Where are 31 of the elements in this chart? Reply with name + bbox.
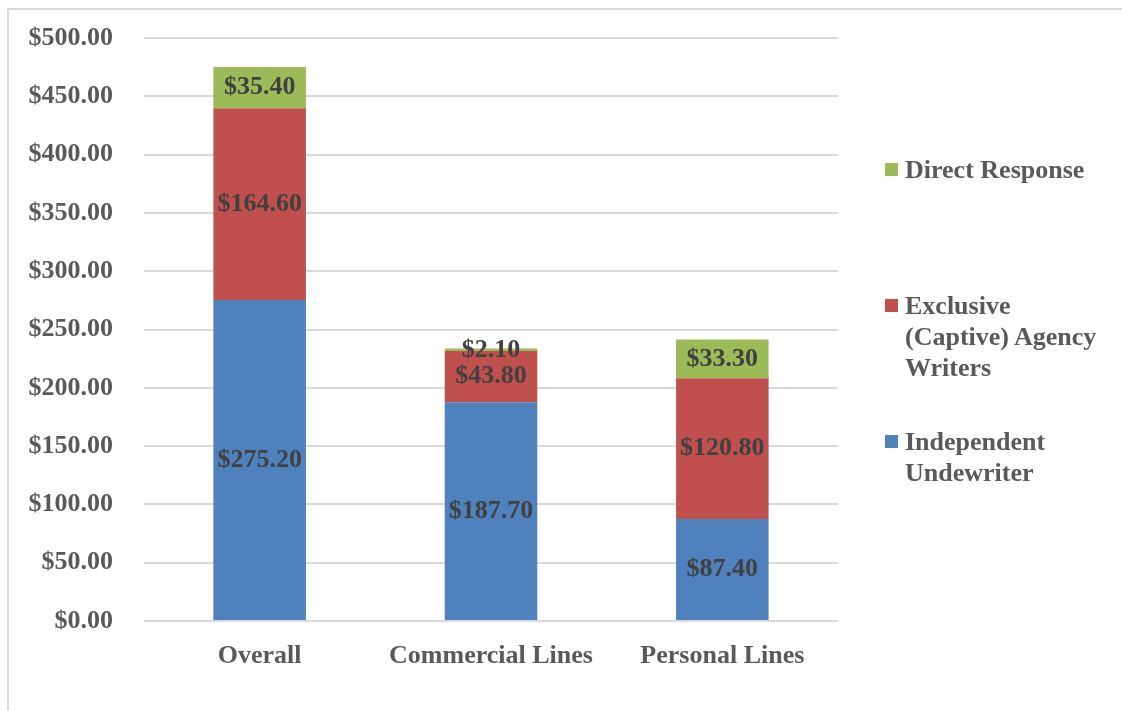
- legend-label: Exclusive (Captive) Agency Writers: [905, 290, 1098, 383]
- data-label: $120.80: [680, 432, 765, 462]
- bar: [676, 519, 769, 620]
- data-label: $43.80: [455, 360, 527, 390]
- data-label: $187.70: [448, 494, 534, 524]
- x-tick-label: Commercial Lines: [389, 640, 593, 670]
- bar: [213, 300, 306, 620]
- x-tick-label: Overall: [217, 640, 302, 670]
- y-tick-label: $500.00: [28, 21, 113, 51]
- data-label: $2.10: [461, 333, 521, 363]
- bar: [213, 108, 306, 301]
- data-label: $87.40: [686, 553, 759, 583]
- bar: [676, 378, 769, 520]
- y-tick-label: $250.00: [28, 313, 113, 343]
- bar: [444, 402, 538, 620]
- data-label: $164.60: [217, 187, 302, 217]
- x-tick-label: Personal Lines: [640, 640, 805, 670]
- y-tick-label: $200.00: [28, 371, 113, 401]
- y-tick-label: $450.00: [28, 80, 113, 110]
- y-tick-label: $50.00: [41, 546, 113, 576]
- legend-label: Direct Response: [905, 154, 1086, 185]
- y-tick-label: $100.00: [28, 488, 113, 518]
- data-label: $275.20: [217, 443, 302, 473]
- y-tick-label: $300.00: [28, 254, 113, 284]
- y-tick-label: $350.00: [28, 196, 113, 226]
- y-tick-label: $150.00: [28, 429, 113, 459]
- data-label: $35.40: [223, 71, 296, 101]
- y-tick-label: $0.00: [54, 604, 113, 634]
- data-label: $33.30: [686, 342, 759, 372]
- legend-label: Independent Undewriter: [905, 426, 1047, 488]
- y-tick-label: $400.00: [28, 138, 113, 168]
